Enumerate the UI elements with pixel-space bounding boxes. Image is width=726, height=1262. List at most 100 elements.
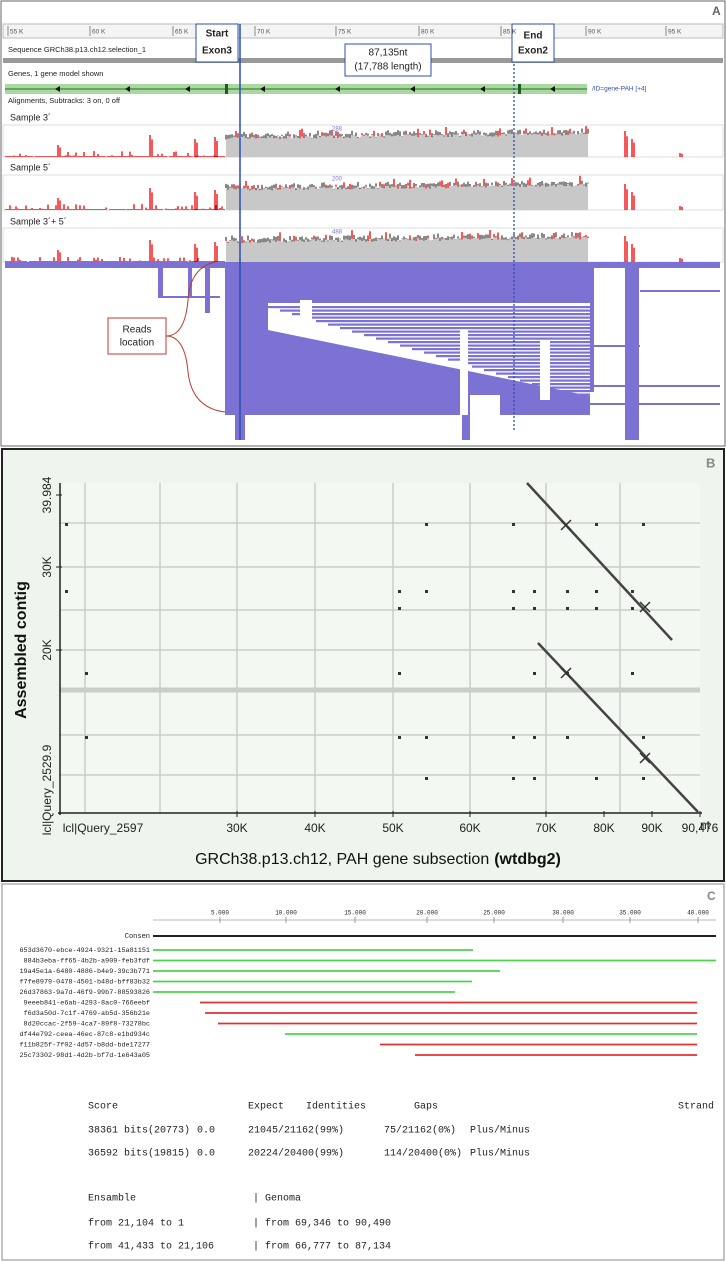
- strand-arrow: [550, 86, 555, 92]
- table-cell: 114/20400(0%): [384, 1148, 462, 1160]
- dot: [595, 523, 598, 526]
- range-header: | Genoma: [253, 1193, 301, 1205]
- coverage-fill: [226, 132, 588, 157]
- read: [316, 320, 590, 323]
- read: [328, 323, 590, 326]
- dot: [512, 523, 515, 526]
- x-tick-label: 60K: [459, 821, 480, 835]
- dot-grid: [60, 483, 700, 813]
- table-cell: Plus/Minus: [470, 1148, 530, 1160]
- dot: [566, 607, 569, 610]
- strand-arrows: [55, 86, 555, 92]
- dot: [533, 736, 536, 739]
- read-stack: [625, 262, 639, 440]
- dot: [566, 590, 569, 593]
- ruler-label: 95 K: [668, 29, 682, 36]
- coverage-fill: [226, 183, 588, 210]
- dot: [398, 672, 401, 675]
- read-id: 653d3670-ebce-4924-9321-15a81151: [19, 947, 150, 955]
- read: [376, 337, 590, 340]
- ruler-label: 20.000: [416, 910, 438, 917]
- x-axis-title-main: GRCh38.p13.ch12, PAH gene subsection: [195, 851, 489, 868]
- panel-label: A: [712, 4, 721, 18]
- length-label: (17,788 length): [354, 62, 421, 73]
- read: [556, 390, 590, 393]
- y-tick-label: 30K: [40, 556, 54, 577]
- dot: [85, 672, 88, 675]
- read-gap: [300, 300, 312, 335]
- ruler-label: 80 K: [421, 29, 435, 36]
- callout-label: location: [120, 338, 154, 349]
- range-cell: from 21,104 to 1: [88, 1218, 184, 1230]
- dot: [398, 590, 401, 593]
- dot: [85, 736, 88, 739]
- start-label: Start: [206, 29, 229, 40]
- dot: [512, 736, 515, 739]
- read-stack: [158, 268, 163, 298]
- coverage-left: [5, 131, 683, 157]
- coverage-left: [5, 184, 683, 210]
- read-gap: [540, 340, 550, 400]
- track-label: Sequence GRCh38.p13.ch12.selection_1: [8, 45, 146, 54]
- x-tick-label: 50K: [382, 821, 403, 835]
- table-header: Gaps: [414, 1102, 438, 1113]
- read: [424, 351, 590, 354]
- dot: [642, 523, 645, 526]
- track-label: Alignments, Subtracks: 3 on, 0 off: [8, 96, 121, 105]
- read-stack: [668, 262, 680, 268]
- labels: A 55 K 60 K 65 K 70 K 75 K 80 K 85 K 90 K 95 K Seq…: [8, 4, 721, 1252]
- sample-label: Sample 5´: [10, 162, 51, 172]
- start-label: Exon3: [202, 46, 232, 57]
- ruler-label: 65 K: [175, 29, 189, 36]
- read: [352, 330, 590, 333]
- table-cell: 75/21162(0%): [384, 1125, 456, 1137]
- exon: [518, 84, 521, 94]
- dot: [595, 777, 598, 780]
- read: [460, 362, 590, 365]
- range-cell: | from 66,777 to 87,134: [253, 1241, 391, 1253]
- panel-c-frame: [1, 883, 725, 1261]
- dot: [642, 777, 645, 780]
- read-id: 25c73302-98d1-4d2b-bf7d-1e643a05: [19, 1052, 150, 1060]
- read-stack: [188, 268, 192, 296]
- read: [568, 393, 590, 396]
- x-axis-title-bold: (wtdbg2): [494, 851, 561, 868]
- read: [400, 344, 590, 347]
- x-tick-label: 80K: [593, 821, 614, 835]
- ruler-label: 75 K: [338, 29, 352, 36]
- sample-label: Sample 3´: [10, 112, 51, 122]
- exon: [225, 84, 228, 94]
- hit-mark: [560, 519, 572, 531]
- coverage-red: [225, 230, 587, 243]
- ruler-label: 55 K: [10, 29, 24, 36]
- plot-area: [60, 483, 700, 813]
- dot: [425, 777, 428, 780]
- ruler-label: 15.000: [344, 910, 366, 917]
- read-stack: [462, 415, 470, 440]
- read: [590, 345, 640, 347]
- dot: [642, 736, 645, 739]
- table-cell: 0.0: [197, 1149, 215, 1160]
- ruler-label: 70 K: [257, 29, 271, 36]
- ruler-label: 85 K: [503, 29, 517, 36]
- consensus-label: Consen: [125, 933, 150, 941]
- coverage-top: [225, 180, 589, 191]
- x-tick-label: 90,476: [682, 821, 719, 835]
- range-header: Ensamble: [88, 1193, 136, 1205]
- track-label: Genes, 1 gene model shown: [8, 69, 103, 78]
- strand-arrow: [480, 86, 485, 92]
- dot: [566, 736, 569, 739]
- range-cell: from 41,433 to 21,106: [88, 1241, 214, 1253]
- table-header: Identities: [306, 1101, 366, 1113]
- end-box: [511, 23, 555, 63]
- y-tick-label: 20K: [40, 639, 54, 660]
- hit-mark: [560, 667, 572, 679]
- coverage-fill: [226, 236, 588, 262]
- read-id: f6d3a50d-7c1f-4769-ab5d-356b21e: [24, 1010, 150, 1018]
- ruler-label: 25.000: [483, 910, 505, 917]
- track-scale: 200: [332, 177, 343, 183]
- panel-label: B: [706, 455, 715, 470]
- sample-label: Sample 3´+ 5´: [10, 216, 67, 226]
- read: [472, 365, 590, 368]
- ruler-bar: [2, 23, 724, 39]
